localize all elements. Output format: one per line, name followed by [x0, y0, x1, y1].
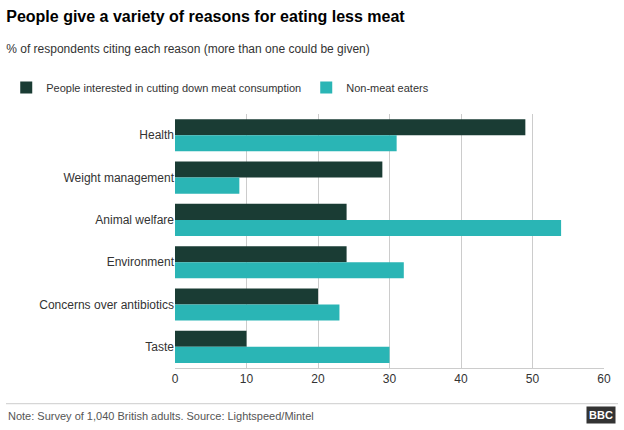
- svg-text:Non-meat eaters: Non-meat eaters: [346, 82, 428, 94]
- svg-text:10: 10: [240, 372, 254, 386]
- svg-text:Concerns over antibiotics: Concerns over antibiotics: [39, 298, 174, 312]
- svg-text:Note: Survey of 1,040 British: Note: Survey of 1,040 British adults. So…: [8, 410, 314, 422]
- svg-text:20: 20: [311, 372, 325, 386]
- svg-text:Environment: Environment: [107, 255, 175, 269]
- svg-text:50: 50: [526, 372, 540, 386]
- svg-text:0: 0: [172, 372, 179, 386]
- svg-text:Health: Health: [139, 128, 174, 142]
- svg-text:Weight management: Weight management: [63, 171, 174, 185]
- svg-text:Animal welfare: Animal welfare: [95, 213, 174, 227]
- svg-text:30: 30: [383, 372, 397, 386]
- svg-text:% of respondents citing each r: % of respondents citing each reason (mor…: [6, 42, 370, 56]
- svg-text:BBC: BBC: [589, 409, 613, 421]
- svg-text:People interested in cutting d: People interested in cutting down meat c…: [46, 82, 301, 94]
- svg-text:Taste: Taste: [145, 340, 174, 354]
- svg-text:60: 60: [597, 372, 611, 386]
- svg-text:40: 40: [454, 372, 468, 386]
- svg-text:People give a variety of reaso: People give a variety of reasons for eat…: [6, 8, 405, 25]
